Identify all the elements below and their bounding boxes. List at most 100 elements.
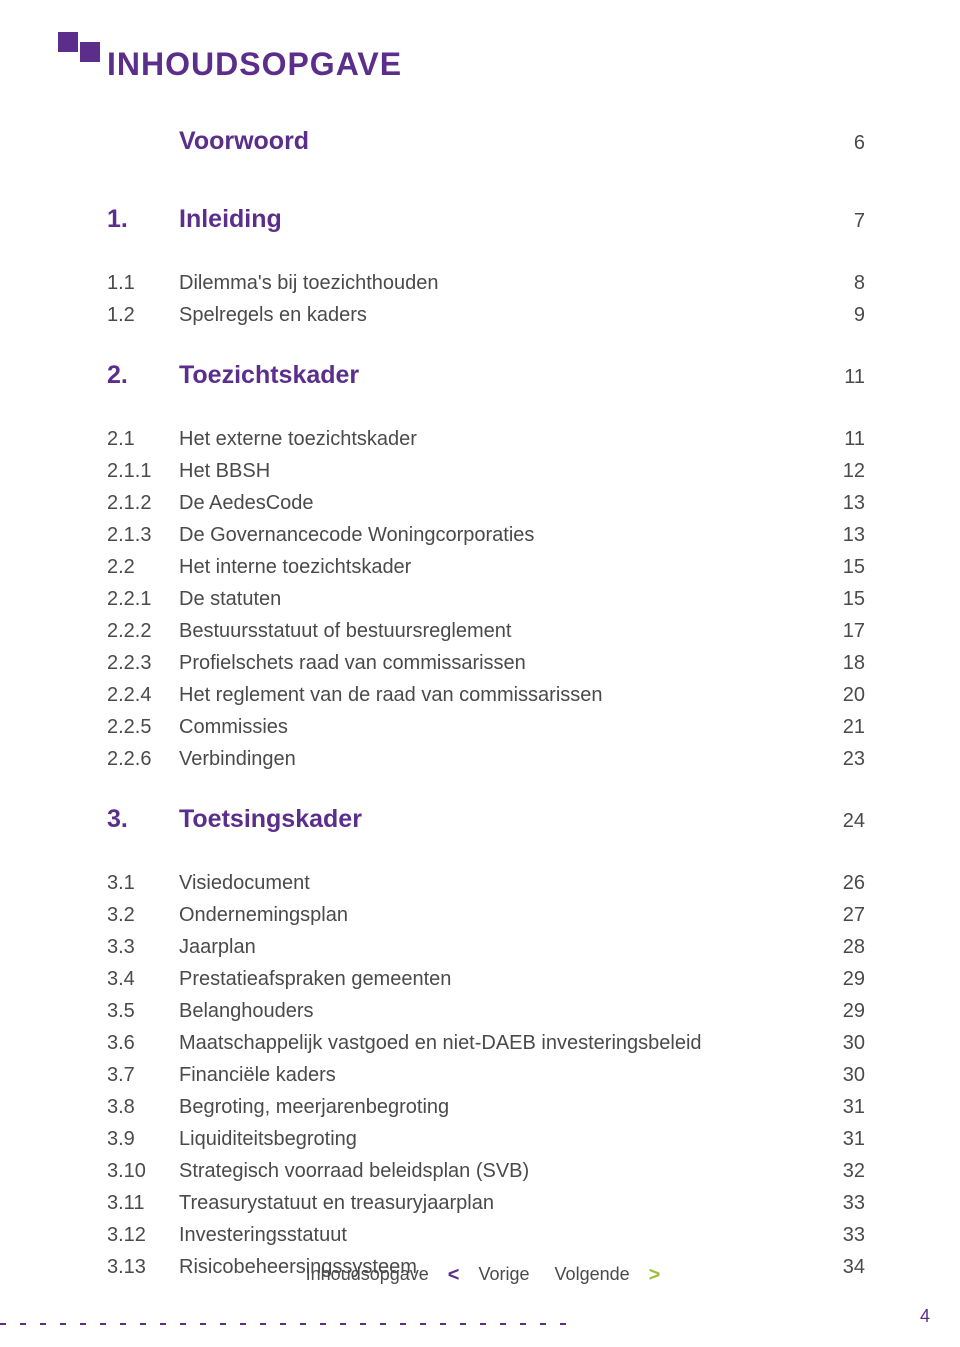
toc-entry-title: Het BBSH: [179, 455, 815, 487]
toc-item[interactable]: 3.4Prestatieafspraken gemeenten29: [107, 963, 865, 995]
toc-entry-number: 2.2.3: [107, 647, 179, 679]
toc-entry-number: 3.3: [107, 931, 179, 963]
toc-item[interactable]: 3.5Belanghouders29: [107, 995, 865, 1027]
toc-entry-page: 30: [815, 1027, 865, 1059]
toc-entry-page: 31: [815, 1123, 865, 1155]
toc-entry-title: Strategisch voorraad beleidsplan (SVB): [179, 1155, 815, 1187]
toc-entry-title: Begroting, meerjarenbegroting: [179, 1091, 815, 1123]
toc-heading[interactable]: Voorwoord6: [107, 121, 865, 161]
table-of-contents: Voorwoord6 1.Inleiding7 1.1Dilemma's bij t…: [107, 121, 865, 1283]
toc-entry-page: 13: [815, 519, 865, 551]
toc-heading[interactable]: 3.Toetsingskader24: [107, 799, 865, 839]
toc-entry-title: De statuten: [179, 583, 815, 615]
toc-entry-page: 33: [815, 1187, 865, 1219]
toc-entry-number: 1.1: [107, 267, 179, 299]
toc-entry-number: 2.1.1: [107, 455, 179, 487]
page: INHOUDSOPGAVE Voorwoord61.Inleiding71.1D…: [0, 0, 960, 1347]
toc-entry-number: 3.1: [107, 867, 179, 899]
toc-entry-number: 1.: [107, 199, 179, 239]
toc-item[interactable]: 3.10Strategisch voorraad beleidsplan (SV…: [107, 1155, 865, 1187]
toc-item[interactable]: 2.2Het interne toezichtskader15: [107, 551, 865, 583]
toc-entry-title: Treasurystatuut en treasuryjaarplan: [179, 1187, 815, 1219]
toc-entry-title: Ondernemingsplan: [179, 899, 815, 931]
toc-entry-page: 33: [815, 1219, 865, 1251]
toc-item[interactable]: 2.2.6Verbindingen23: [107, 743, 865, 775]
toc-entry-title: Het reglement van de raad van commissari…: [179, 679, 815, 711]
toc-item[interactable]: 1.2Spelregels en kaders9: [107, 299, 865, 331]
toc-item[interactable]: 2.1Het externe toezichtskader11: [107, 423, 865, 455]
footer-nav: Inhoudsopgave < Vorige Volgende >: [0, 1264, 960, 1287]
toc-entry-number: 2.: [107, 355, 179, 395]
toc-entry-number: 2.2.5: [107, 711, 179, 743]
toc-item[interactable]: 3.2Ondernemingsplan27: [107, 899, 865, 931]
toc-entry-page: 17: [815, 615, 865, 647]
nav-inhoudsopgave-link[interactable]: Inhoudsopgave: [306, 1264, 429, 1284]
toc-entry-title: Het externe toezichtskader: [179, 423, 815, 455]
toc-entry-number: 2.2.6: [107, 743, 179, 775]
toc-entry-page: 27: [815, 899, 865, 931]
toc-item[interactable]: 3.12Investeringsstatuut33: [107, 1219, 865, 1251]
toc-item[interactable]: 3.8Begroting, meerjarenbegroting31: [107, 1091, 865, 1123]
toc-entry-title: Belanghouders: [179, 995, 815, 1027]
toc-entry-page: 11: [815, 423, 865, 455]
toc-item[interactable]: 1.1Dilemma's bij toezichthouden8: [107, 267, 865, 299]
toc-item[interactable]: 3.9Liquiditeitsbegroting31: [107, 1123, 865, 1155]
toc-heading[interactable]: 1.Inleiding7: [107, 199, 865, 239]
toc-entry-page: 23: [815, 743, 865, 775]
toc-entry-number: 3.9: [107, 1123, 179, 1155]
toc-entry-number: 2.2.2: [107, 615, 179, 647]
toc-entry-number: 3.7: [107, 1059, 179, 1091]
toc-entry-title: Toetsingskader: [179, 799, 815, 839]
toc-entry-page: 20: [815, 679, 865, 711]
toc-entry-page: 12: [815, 455, 865, 487]
toc-item[interactable]: 3.6Maatschappelijk vastgoed en niet-DAEB…: [107, 1027, 865, 1059]
toc-entry-title: Spelregels en kaders: [179, 299, 815, 331]
toc-entry-number: 3.8: [107, 1091, 179, 1123]
toc-entry-page: 21: [815, 711, 865, 743]
toc-entry-page: 9: [815, 299, 865, 331]
toc-entry-number: 3.2: [107, 899, 179, 931]
toc-entry-title: Prestatieafspraken gemeenten: [179, 963, 815, 995]
toc-item[interactable]: 3.7Financiële kaders30: [107, 1059, 865, 1091]
footer-dots-decoration: [0, 1317, 576, 1325]
toc-entry-title: De AedesCode: [179, 487, 815, 519]
toc-entry-title: Het interne toezichtskader: [179, 551, 815, 583]
toc-item[interactable]: 3.3Jaarplan28: [107, 931, 865, 963]
toc-entry-title: Financiële kaders: [179, 1059, 815, 1091]
toc-entry-number: 2.2: [107, 551, 179, 583]
toc-entry-page: 29: [815, 963, 865, 995]
toc-item[interactable]: 2.2.2Bestuursstatuut of bestuursreglemen…: [107, 615, 865, 647]
toc-entry-title: Investeringsstatuut: [179, 1219, 815, 1251]
toc-item[interactable]: 2.2.5Commissies21: [107, 711, 865, 743]
toc-entry-number: 2.2.4: [107, 679, 179, 711]
toc-item[interactable]: 3.1Visiedocument26: [107, 867, 865, 899]
nav-vorige-link[interactable]: Vorige: [478, 1264, 529, 1284]
toc-entry-title: Voorwoord: [179, 121, 815, 161]
toc-heading[interactable]: 2.Toezichtskader11: [107, 355, 865, 395]
logo-squares-icon: [58, 32, 102, 76]
toc-item[interactable]: 3.11Treasurystatuut en treasuryjaarplan3…: [107, 1187, 865, 1219]
toc-item[interactable]: 2.2.4Het reglement van de raad van commi…: [107, 679, 865, 711]
toc-entry-title: Liquiditeitsbegroting: [179, 1123, 815, 1155]
toc-entry-page: 6: [815, 127, 865, 159]
toc-item[interactable]: 2.2.1De statuten15: [107, 583, 865, 615]
toc-entry-page: 11: [815, 361, 865, 393]
toc-entry-title: Commissies: [179, 711, 815, 743]
toc-entry-page: 30: [815, 1059, 865, 1091]
toc-item[interactable]: 2.1.1Het BBSH12: [107, 455, 865, 487]
toc-item[interactable]: 2.2.3Profielschets raad van commissariss…: [107, 647, 865, 679]
toc-entry-number: 2.2.1: [107, 583, 179, 615]
toc-item[interactable]: 2.1.3De Governancecode Woningcorporaties…: [107, 519, 865, 551]
toc-entry-title: De Governancecode Woningcorporaties: [179, 519, 815, 551]
toc-entry-page: 26: [815, 867, 865, 899]
chevron-left-icon: <: [448, 1264, 460, 1287]
toc-entry-title: Jaarplan: [179, 931, 815, 963]
toc-entry-page: 13: [815, 487, 865, 519]
toc-entry-number: 3.4: [107, 963, 179, 995]
toc-entry-title: Bestuursstatuut of bestuursreglement: [179, 615, 815, 647]
toc-entry-page: 28: [815, 931, 865, 963]
nav-volgende-link[interactable]: Volgende: [555, 1264, 630, 1284]
toc-entry-number: 3.10: [107, 1155, 179, 1187]
toc-entry-page: 31: [815, 1091, 865, 1123]
toc-item[interactable]: 2.1.2De AedesCode13: [107, 487, 865, 519]
